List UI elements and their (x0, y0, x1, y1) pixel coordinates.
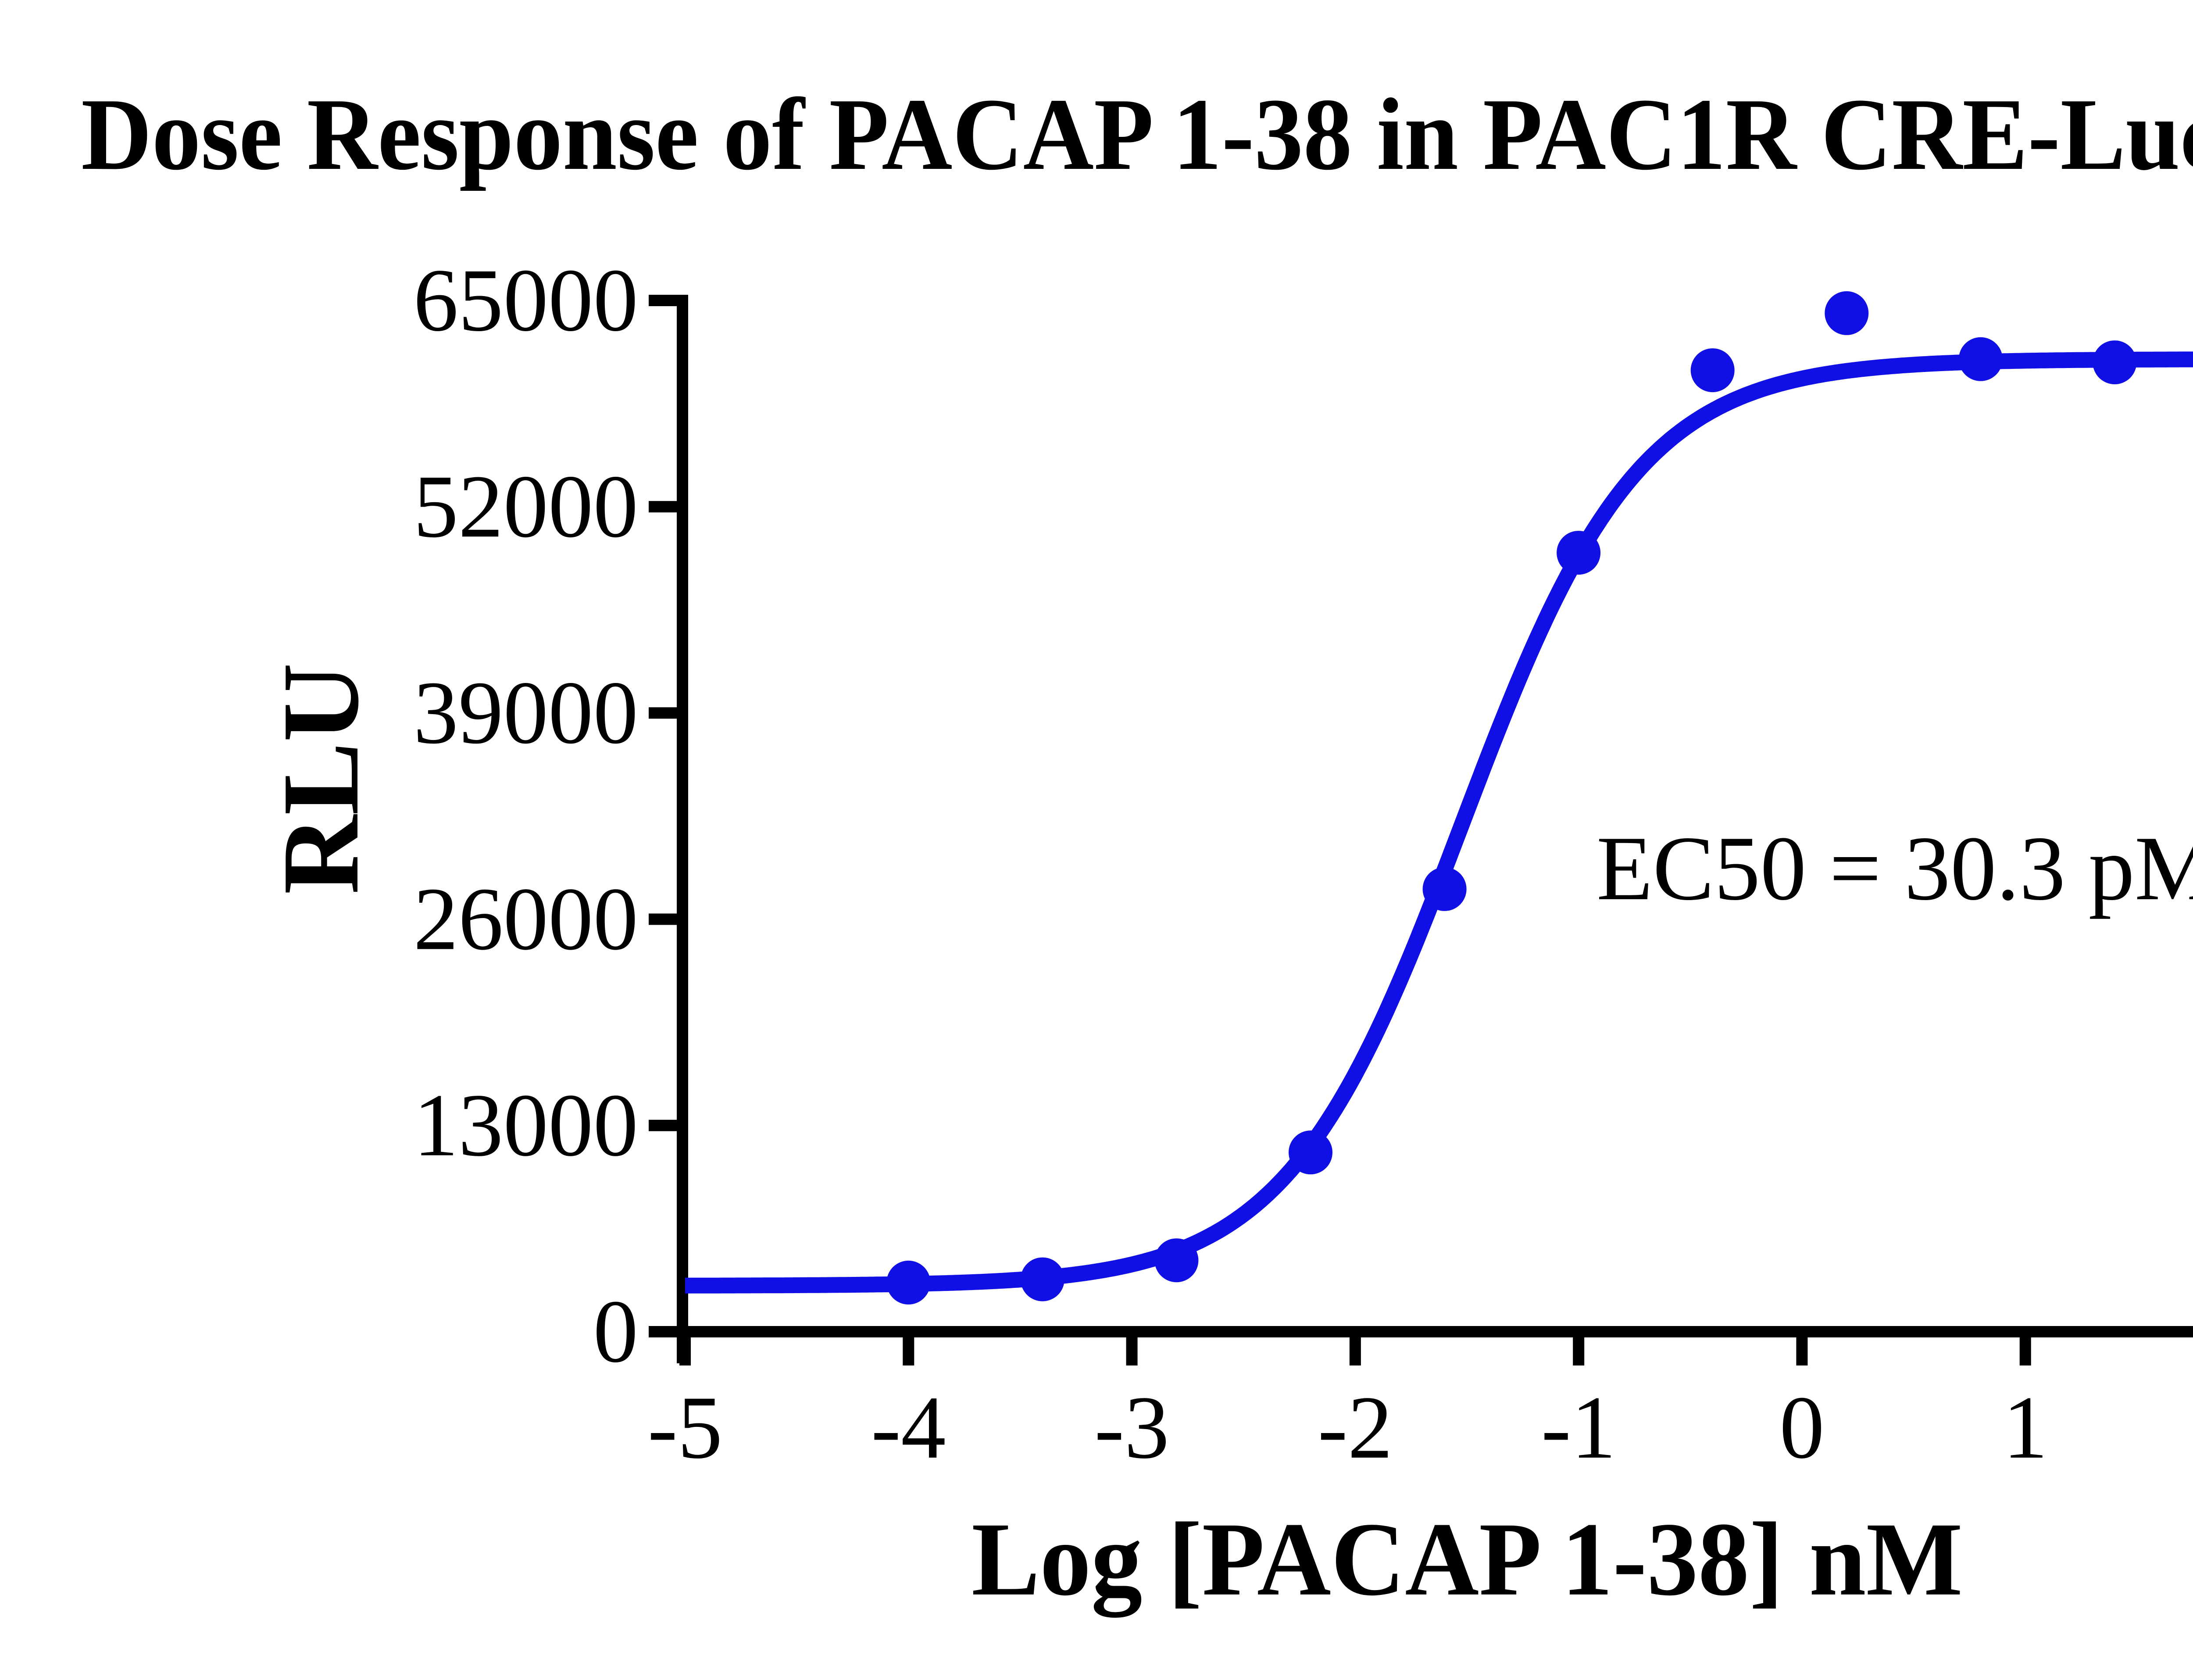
x-tick-label: -5 (648, 1378, 723, 1477)
x-tick-mark (1573, 1337, 1585, 1365)
x-tick-label: -2 (1318, 1378, 1393, 1477)
chart-title: Dose Response of PACAP 1-38 in PAC1R CRE… (81, 77, 2193, 191)
y-tick-mark (649, 1119, 677, 1131)
x-tick-mark (679, 1337, 691, 1365)
data-points (886, 291, 2137, 1305)
data-point (886, 1260, 931, 1305)
y-axis-title: RLU (260, 663, 382, 894)
y-tick-label: 39000 (414, 663, 639, 762)
ec50-annotation: EC50 = 30.3 pM (1597, 818, 2193, 919)
y-axis-ticks: 0 13000 26000 39000 52000 65000 (414, 250, 677, 1381)
y-tick-label: 52000 (414, 457, 639, 556)
y-tick-label: 26000 (414, 869, 639, 969)
y-tick-mark (649, 707, 677, 719)
data-point (1690, 348, 1735, 393)
x-tick-mark (1126, 1337, 1138, 1365)
x-tick-label: -1 (1541, 1378, 1616, 1477)
data-point (1557, 531, 1601, 575)
x-tick-mark (903, 1337, 914, 1365)
data-point (1825, 291, 1869, 335)
y-tick-mark (649, 295, 677, 306)
x-tick-label: -4 (871, 1378, 946, 1477)
y-tick-mark (649, 913, 677, 925)
x-axis-ticks: -5-4-3-2-1012 (648, 1337, 2048, 1477)
axes (650, 295, 2193, 1363)
x-tick-mark (1349, 1337, 1361, 1365)
x-tick-mark (1796, 1337, 1808, 1365)
x-axis-line (650, 1326, 2193, 1337)
y-tick-label: 65000 (414, 250, 639, 350)
x-tick-mark (2019, 1337, 2031, 1365)
y-tick-mark (649, 1326, 677, 1337)
data-point (1422, 867, 1467, 911)
x-tick-label: 0 (1779, 1378, 1825, 1477)
data-point (2093, 340, 2137, 385)
data-point (1958, 337, 2003, 381)
y-tick-label: 13000 (414, 1076, 639, 1175)
x-tick-label: -3 (1094, 1378, 1169, 1477)
x-axis-title: Log [PACAP 1-38] nM (971, 1501, 1963, 1618)
x-tick-label: 1 (2003, 1378, 2048, 1477)
y-tick-label: 0 (593, 1282, 639, 1381)
data-point (1154, 1238, 1199, 1283)
y-tick-mark (649, 501, 677, 513)
data-point (1020, 1257, 1064, 1301)
data-point (1289, 1130, 1332, 1175)
y-axis-line (677, 295, 688, 1363)
